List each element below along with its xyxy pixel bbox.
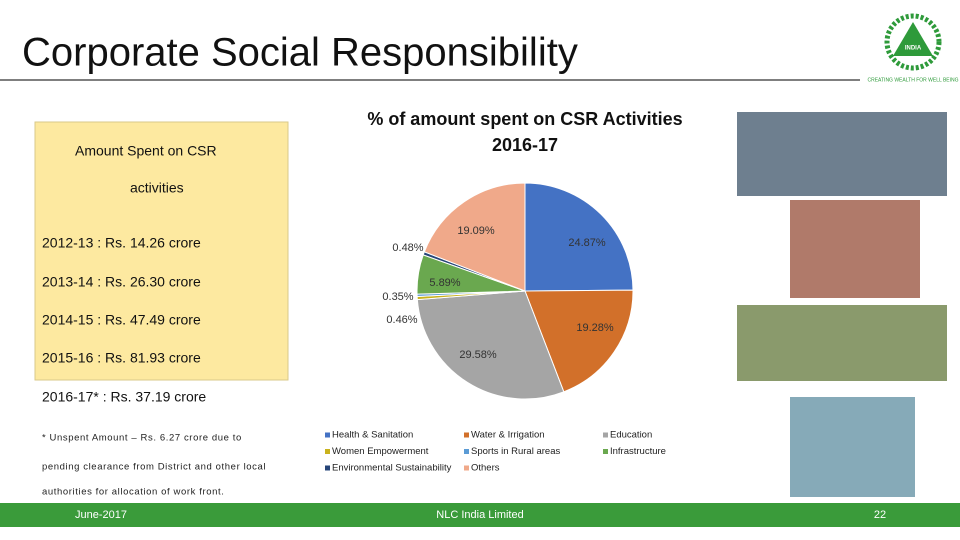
data-label: 19.28% bbox=[576, 322, 614, 334]
logo: INDIA CREATING WEALTH FOR WELL BEING bbox=[867, 13, 959, 83]
box-heading: activities bbox=[130, 180, 184, 196]
legend-label: Health & Sanitation bbox=[332, 430, 413, 441]
photo bbox=[737, 112, 947, 196]
legend-swatch bbox=[464, 432, 469, 438]
legend-swatch bbox=[325, 465, 330, 471]
amount-line: 2015-16 : Rs. 81.93 crore bbox=[42, 350, 201, 366]
footer-date: June-2017 bbox=[75, 509, 127, 521]
data-label: 0.46% bbox=[386, 314, 417, 326]
chart-title: % of amount spent on CSR Activities bbox=[367, 109, 682, 129]
amount-line: 2012-13 : Rs. 14.26 crore bbox=[42, 235, 201, 251]
legend-swatch bbox=[603, 432, 608, 438]
photo bbox=[790, 397, 915, 497]
chart-title: 2016-17 bbox=[492, 135, 558, 155]
photos bbox=[737, 112, 947, 497]
amount-line: 2014-15 : Rs. 47.49 crore bbox=[42, 312, 201, 328]
data-label: 5.89% bbox=[429, 277, 460, 289]
legend-swatch bbox=[464, 449, 469, 454]
legend-label: Water & Irrigation bbox=[471, 430, 545, 441]
legend-label: Sports in Rural areas bbox=[471, 446, 560, 457]
note-line: * Unspent Amount – Rs. 6.27 crore due to bbox=[42, 433, 242, 444]
legend-label: Women Empowerment bbox=[332, 446, 429, 457]
amount-line: 2016-17* : Rs. 37.19 crore bbox=[42, 389, 206, 405]
logo-tagline: CREATING WEALTH FOR WELL BEING bbox=[867, 77, 958, 83]
photo bbox=[790, 200, 920, 298]
footer-bar bbox=[0, 503, 960, 527]
data-label: 0.35% bbox=[382, 291, 413, 303]
data-label: 29.58% bbox=[459, 349, 497, 361]
legend-swatch bbox=[325, 449, 330, 454]
legend-label: Infrastructure bbox=[610, 446, 666, 457]
legend-label: Education bbox=[610, 430, 652, 441]
legend-swatch bbox=[464, 465, 469, 471]
logo-ring bbox=[884, 13, 942, 71]
note-line: pending clearance from District and othe… bbox=[42, 462, 266, 473]
data-label: 0.48% bbox=[392, 242, 423, 254]
pie-slice bbox=[423, 182, 526, 292]
data-label: 24.87% bbox=[568, 237, 606, 249]
legend-swatch bbox=[603, 449, 608, 454]
photo bbox=[737, 305, 947, 381]
box-heading: Amount Spent on CSR bbox=[75, 143, 217, 159]
legend-label: Others bbox=[471, 463, 500, 474]
slide-title: Corporate Social Responsibility bbox=[22, 31, 578, 75]
pie-slice bbox=[524, 289, 634, 393]
legend-label: Environmental Sustainability bbox=[332, 463, 452, 474]
note-line: authorities for allocation of work front… bbox=[42, 487, 224, 498]
legend-swatch bbox=[325, 432, 330, 438]
pie-slice bbox=[524, 182, 634, 292]
amount-line: 2013-14 : Rs. 26.30 crore bbox=[42, 274, 201, 290]
pie-slice bbox=[416, 290, 565, 400]
page-number: 22 bbox=[874, 509, 886, 521]
logo-text: INDIA bbox=[905, 46, 922, 52]
footer-company: NLC India Limited bbox=[436, 509, 523, 521]
data-label: 19.09% bbox=[457, 225, 495, 237]
amount-box bbox=[34, 121, 289, 381]
logo-triangle bbox=[893, 22, 933, 56]
